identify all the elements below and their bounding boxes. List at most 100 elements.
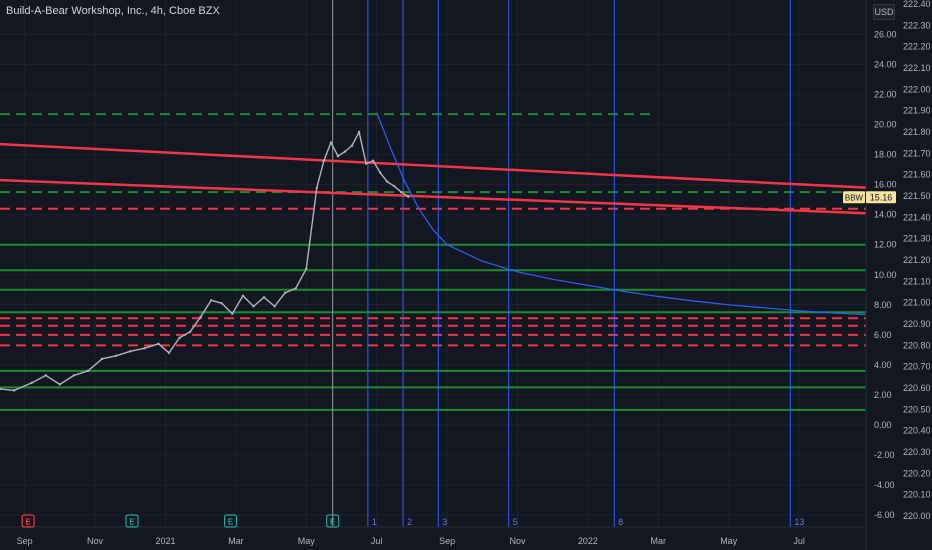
left-tick-label: 10.00 [874, 270, 897, 280]
earnings-box [125, 514, 139, 528]
price-tag-value: 15.16 [870, 192, 893, 202]
x-tick-label: Nov [87, 536, 104, 546]
price-point [350, 144, 354, 147]
price-point [44, 374, 47, 377]
price-point [364, 162, 368, 165]
price-point [199, 315, 202, 319]
price-point [371, 159, 375, 162]
price-point [262, 296, 266, 299]
price-point [220, 302, 223, 305]
right-tick-label: 222.40 [903, 0, 931, 9]
earnings-marker[interactable]: E [21, 514, 35, 528]
projection-line [376, 112, 867, 316]
left-tick-label: 18.00 [874, 150, 897, 160]
price-point [273, 305, 276, 308]
left-tick-label: 26.00 [874, 30, 897, 40]
left-tick-label: 4.00 [874, 360, 892, 370]
x-tick-label: 2022 [578, 536, 598, 546]
price-point [210, 299, 213, 302]
left-tick-label: 6.00 [874, 330, 892, 340]
price-point [12, 389, 16, 392]
right-tick-label: 221.30 [903, 234, 931, 244]
price-point [100, 357, 104, 361]
left-tick-label: -2.00 [874, 450, 895, 460]
price-point [178, 336, 181, 340]
left-tick-label: 8.00 [874, 300, 892, 310]
price-point [329, 141, 333, 144]
earnings-letter: E [330, 518, 336, 527]
cycle-label: 8 [618, 517, 623, 527]
cycle-label: 1 [372, 517, 377, 527]
price-point [231, 312, 234, 315]
right-tick-label: 222.20 [903, 42, 931, 52]
price-point [393, 184, 396, 188]
price-point [157, 342, 160, 346]
price-point [30, 381, 33, 385]
right-tick-label: 221.90 [903, 106, 931, 116]
chart-title: Build-A-Bear Workshop, Inc., 4h, Cboe BZ… [6, 5, 220, 17]
right-tick-label: 220.80 [903, 340, 931, 350]
price-point [0, 387, 2, 391]
right-tick-label: 220.40 [903, 426, 931, 436]
trendline [0, 142, 867, 189]
price-point [252, 305, 255, 308]
axis-panel [866, 0, 932, 550]
price-point [322, 159, 326, 162]
price-point [283, 291, 287, 294]
price-point [241, 294, 245, 297]
time-axis: Sep Nov 2021 Mar May Jul Sep Nov 2022 Mar May Jul [0, 526, 866, 546]
left-tick-label: 14.00 [874, 210, 897, 220]
price-point [315, 186, 319, 189]
earnings-box [21, 514, 35, 528]
right-tick-label: 221.60 [903, 170, 931, 180]
x-tick-label: May [298, 536, 316, 546]
price-point [378, 171, 382, 174]
earnings-marker[interactable]: E [125, 514, 139, 528]
right-tick-label: 221.50 [903, 191, 931, 201]
horizontal-levels [0, 113, 866, 411]
earnings-marker[interactable]: E [326, 514, 340, 528]
right-tick-label: 220.30 [903, 447, 931, 457]
right-tick-label: 221.40 [903, 212, 931, 222]
cycle-label: 3 [442, 517, 447, 527]
price-point [72, 374, 76, 377]
earnings-box [326, 514, 340, 528]
x-tick-label: Jul [793, 536, 805, 546]
earnings-marker[interactable]: E [223, 514, 238, 528]
left-tick-label: 16.00 [874, 180, 897, 190]
left-tick-label: 12.00 [874, 240, 897, 250]
x-tick-label: Mar [651, 536, 667, 546]
earnings-letter: E [228, 518, 234, 527]
price-tag-bg [866, 191, 896, 204]
right-tick-label: 221.70 [903, 148, 931, 158]
left-tick-label: 2.00 [874, 390, 892, 400]
symbol-tag: BBW [845, 193, 864, 202]
right-tick-label: 221.20 [903, 255, 931, 265]
left-tick-label: -6.00 [874, 510, 895, 520]
right-tick-label: 222.10 [903, 63, 931, 73]
earnings-letter: E [129, 518, 135, 527]
right-tick-label: 220.90 [903, 319, 931, 329]
currency-button[interactable]: USD [873, 4, 895, 20]
left-tick-label: 20.00 [874, 120, 897, 130]
earnings-box [223, 514, 238, 528]
right-axis: 222.40 222.30 222.20 222.10 222.00 221.90 221.… [903, 0, 931, 521]
x-tick-label: May [720, 536, 738, 546]
right-tick-label: 220.60 [903, 383, 931, 393]
price-point [167, 351, 171, 355]
left-tick-label: 24.00 [874, 60, 897, 70]
left-axis: 26.00 24.00 22.00 20.00 18.00 16.00 14.00 12.00… [865, 0, 932, 550]
right-tick-label: 220.50 [903, 404, 931, 414]
x-tick-label: Jul [371, 536, 383, 546]
price-point [143, 347, 146, 350]
price-point [343, 150, 347, 153]
trendlines [0, 142, 867, 215]
right-tick-label: 221.80 [903, 127, 931, 137]
right-tick-label: 221.00 [903, 298, 931, 308]
price-point [357, 130, 361, 134]
grid [0, 0, 866, 527]
left-tick-label: 0.00 [874, 420, 892, 430]
right-tick-label: 220.70 [903, 362, 931, 372]
